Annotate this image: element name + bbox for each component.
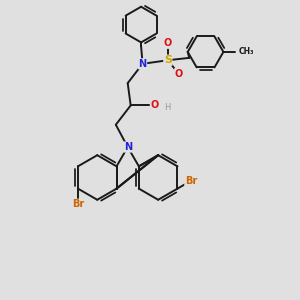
- Text: H: H: [165, 103, 171, 112]
- Text: O: O: [150, 100, 159, 110]
- Text: Br: Br: [72, 199, 84, 209]
- Text: S: S: [164, 55, 172, 65]
- Text: Br: Br: [185, 176, 197, 186]
- Text: O: O: [175, 69, 183, 79]
- Text: N: N: [124, 142, 132, 152]
- Text: O: O: [164, 38, 172, 48]
- Text: N: N: [139, 59, 147, 69]
- Text: CH₃: CH₃: [238, 47, 254, 56]
